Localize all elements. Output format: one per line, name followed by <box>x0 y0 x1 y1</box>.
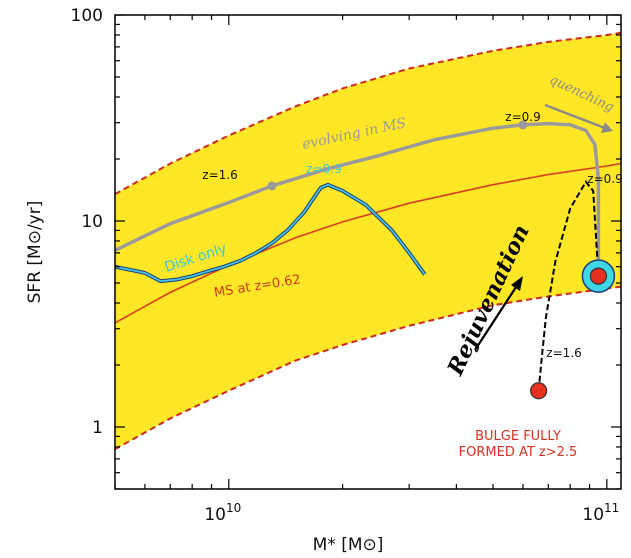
black-z09-label: z=0.9 <box>587 172 622 186</box>
y-tick-label: 100 <box>71 6 103 26</box>
galaxy-point-start <box>530 382 548 400</box>
rejuvenation-track <box>537 180 600 391</box>
disk-only-track <box>115 183 426 283</box>
disk-z-label: z=0.9 <box>306 162 341 176</box>
axis-ticks <box>114 14 621 490</box>
x-tick-label: 1011 <box>582 501 619 525</box>
evolving-track <box>115 121 601 277</box>
y-tick-label: 10 <box>81 212 103 232</box>
bulge-label-line1: BULGE FULLY <box>475 429 561 444</box>
galaxy-point-end <box>589 267 608 285</box>
track-point-0 <box>267 181 277 191</box>
bulge-label-line2: FORMED AT z>2.5 <box>459 445 578 460</box>
y-axis-label: SFR [M⊙/yr] <box>25 201 45 304</box>
ms-band-lower-edge <box>115 285 621 451</box>
quenching-arrow <box>544 103 613 133</box>
gray-z16-label: z=1.6 <box>202 168 237 182</box>
plot-frame <box>114 14 622 490</box>
ms-band-fill <box>115 32 621 450</box>
track-point-1 <box>518 120 528 130</box>
x-tick-label: 1010 <box>204 501 241 525</box>
markers <box>267 120 616 400</box>
x-axis-label: M* [M⊙] <box>313 535 384 555</box>
ms-band-upper-edge <box>115 31 621 195</box>
black-z16-label: z=1.6 <box>546 346 581 360</box>
gray-z09-label: z=0.9 <box>505 110 540 124</box>
rejuvenation-arrow <box>474 276 523 351</box>
y-tick-label: 1 <box>92 418 103 438</box>
